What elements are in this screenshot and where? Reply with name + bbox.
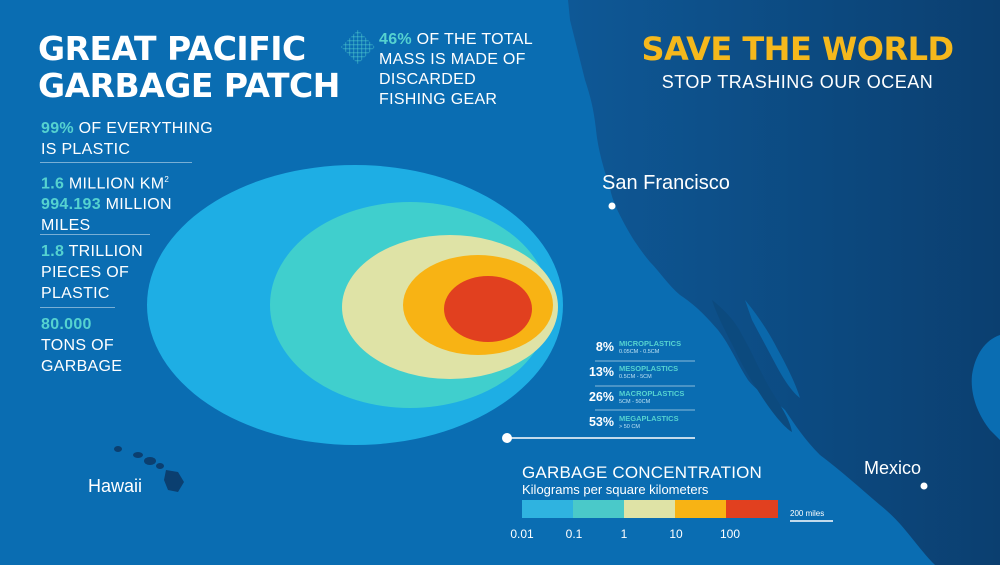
label-hawaii: Hawaii — [88, 476, 143, 496]
divider — [40, 162, 192, 163]
plastic-stat: 99% OF EVERYTHING IS PLASTIC — [41, 120, 213, 158]
divider — [40, 307, 115, 308]
legend-tick: 100 — [719, 527, 741, 541]
concentration-zone-100 — [444, 276, 532, 342]
pointer-dot — [502, 433, 512, 443]
legend-color-bar — [522, 500, 778, 518]
area-stat: 1.6 MILLION KM2 994.193 MILLION MILES — [41, 175, 172, 235]
gulf-of-mexico — [971, 335, 1000, 440]
san-francisco-dot — [608, 202, 616, 210]
page-title: GREAT PACIFIC GARBAGE PATCH — [38, 30, 340, 104]
baja-peninsula — [712, 300, 792, 432]
hawaii-islands — [114, 446, 184, 492]
label-san-francisco: San Francisco — [602, 172, 730, 194]
title-line-1: GREAT PACIFIC — [38, 29, 306, 68]
gulf-of-california — [745, 300, 800, 398]
composition-row-mega: 53% MEGAPLASTICS > 50 CM — [588, 414, 679, 431]
legend-tick: 1 — [620, 527, 628, 541]
scale-label: 200 miles — [790, 509, 825, 518]
legend-tick: 10 — [669, 527, 683, 541]
composition-row-macro: 26% MACROPLASTICS 5CM - 50CM — [588, 389, 685, 406]
tons-stat: 80.000 TONS OF GARBAGE — [41, 316, 123, 375]
legend-swatch — [522, 500, 574, 518]
pieces-stat: 1.8 TRILLION PIECES OF PLASTIC — [41, 243, 144, 302]
mexico-dot — [920, 482, 928, 490]
legend-tick: 0.1 — [565, 527, 583, 541]
north-america-land — [568, 0, 1000, 565]
legend-swatch — [726, 500, 778, 518]
legend-title: GARBAGE CONCENTRATION — [522, 463, 763, 482]
legend-tick: 0.01 — [510, 527, 534, 541]
legend-swatch — [573, 500, 625, 518]
composition-row-micro: 8% MICROPLASTICS 0.05CM - 0.5CM — [595, 339, 682, 356]
fishing-gear-stat: 46% OF THE TOTAL MASS IS MADE OF DISCARD… — [379, 31, 533, 108]
title-line-2: GARBAGE PATCH — [38, 66, 340, 105]
legend-swatch — [675, 500, 727, 518]
composition-row-meso: 13% MESOPLASTICS 0.5CM - 5CM — [588, 364, 679, 381]
legend-swatch — [624, 500, 676, 518]
divider — [40, 234, 150, 235]
headline-subtitle: STOP TRASHING OUR OCEAN — [661, 72, 934, 92]
legend-subtitle: Kilograms per square kilometers — [522, 482, 709, 497]
label-mexico: Mexico — [864, 458, 922, 478]
headline-title: SAVE THE WORLD — [641, 30, 954, 68]
